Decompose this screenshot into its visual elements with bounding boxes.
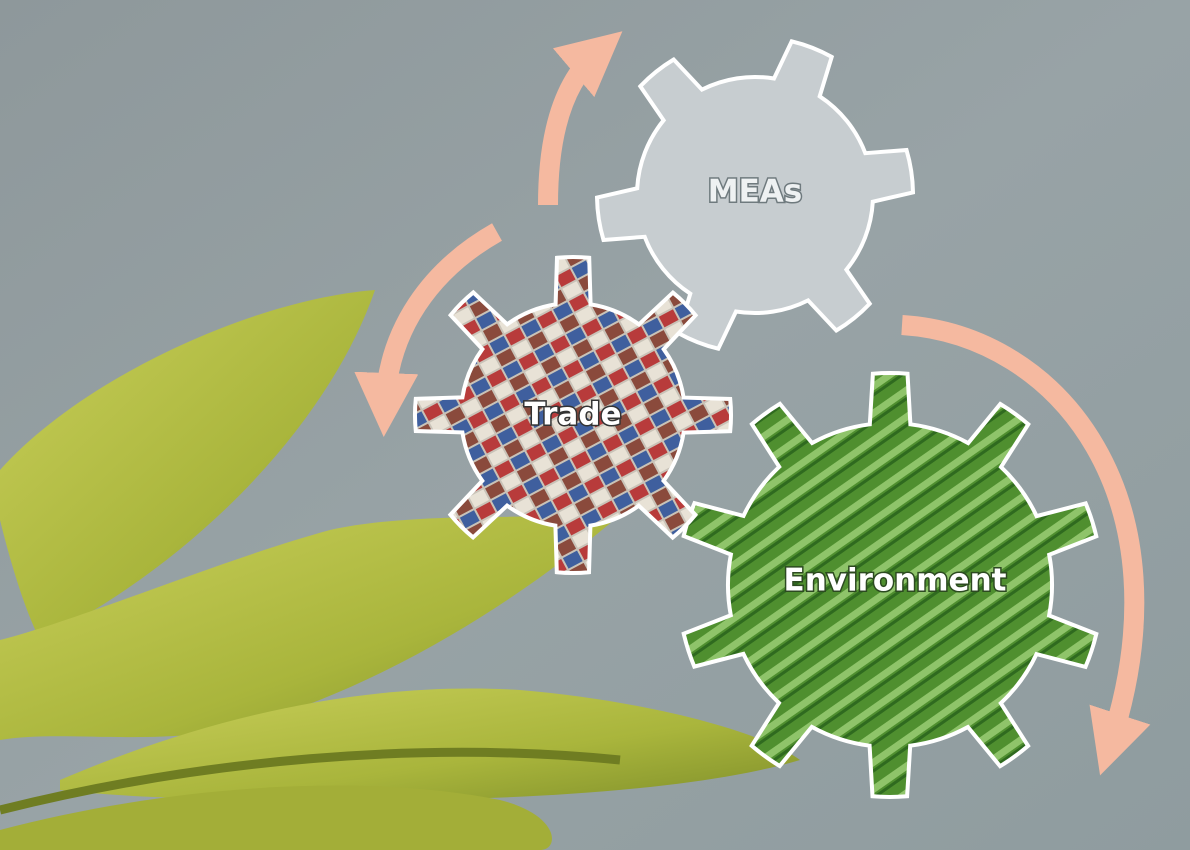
gear-label: Environment <box>784 563 1007 599</box>
gear-label: MEAs <box>708 174 802 210</box>
page: MEAs Trade Environment (() => { const da… <box>0 0 1190 850</box>
slide: MEAs Trade Environment <box>0 0 1190 850</box>
gear-label: Trade <box>524 397 621 433</box>
